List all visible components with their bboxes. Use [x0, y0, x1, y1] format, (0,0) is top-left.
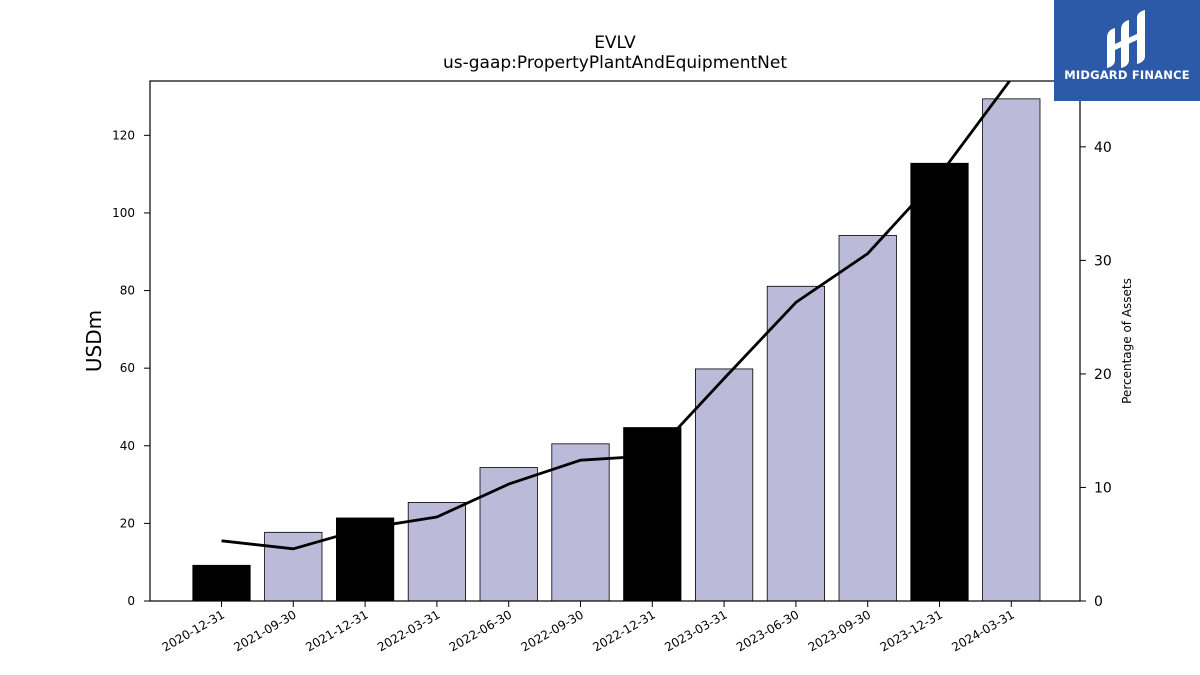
x-tick-label-2022-03-31: 2022-03-31 — [375, 607, 442, 654]
y2-tick-label-40: 40 — [1094, 140, 1112, 156]
bar-2022-06-30 — [479, 467, 538, 602]
bar-2023-09-30 — [838, 235, 897, 602]
x-tick-label-2021-12-31: 2021-12-31 — [303, 607, 370, 654]
x-tick-label-2022-06-30: 2022-06-30 — [447, 607, 514, 654]
y-axis-right: 0 10 20 30 40 — [1080, 140, 1112, 610]
bar-2023-12-31 — [910, 162, 969, 602]
bar-2020-12-31 — [192, 564, 251, 602]
plot-frame — [149, 80, 1081, 602]
y-tick-label-20: 20 — [120, 516, 135, 530]
x-axis: 2020-12-31 2021-09-30 2021-12-31 2022-03-31… — [160, 601, 1017, 654]
y2-axis-label: Percentage of Assets — [1120, 278, 1134, 404]
line-series-percentage — [221, 81, 1012, 551]
x-tick-label-2023-09-30: 2023-09-30 — [806, 607, 873, 654]
y-tick-label-60: 60 — [120, 361, 135, 375]
y2-tick-label-20: 20 — [1094, 367, 1112, 383]
x-tick-label-2022-12-31: 2022-12-31 — [590, 607, 657, 654]
bars-group — [192, 98, 1041, 602]
x-tick-label-2022-09-30: 2022-09-30 — [519, 607, 586, 654]
x-tick-label-2023-03-31: 2023-03-31 — [662, 607, 729, 654]
y2-tick-label-30: 30 — [1094, 253, 1112, 269]
line-group — [221, 81, 1012, 551]
y-tick-label-100: 100 — [112, 206, 135, 220]
y-tick-label-80: 80 — [120, 284, 135, 298]
midgard-finance-logo: MIDGARD FINANCE — [1054, 0, 1200, 101]
x-tick-label-2021-09-30: 2021-09-30 — [231, 607, 298, 654]
bar-2021-12-31 — [335, 517, 395, 602]
bar-2023-03-31 — [695, 368, 754, 602]
y2-tick-label-0: 0 — [1094, 594, 1103, 610]
midgard-logo-icon — [1107, 10, 1145, 68]
y-axis-label: USDm — [82, 310, 106, 372]
bar-2022-09-30 — [551, 443, 610, 602]
x-tick-label-2023-06-30: 2023-06-30 — [734, 607, 801, 654]
y-axis-left: 0 20 40 60 80 100 120 — [112, 128, 150, 608]
logo-text: MIDGARD FINANCE — [1064, 68, 1190, 82]
x-tick-label-2023-12-31: 2023-12-31 — [878, 607, 945, 654]
bar-2023-06-30 — [766, 285, 826, 602]
x-tick-label-2024-03-31: 2024-03-31 — [949, 607, 1016, 654]
chart-title: EVLV — [594, 33, 636, 53]
chart-subtitle: us-gaap:PropertyPlantAndEquipmentNet — [443, 53, 787, 73]
y2-tick-label-10: 10 — [1094, 480, 1112, 496]
x-tick-label-2020-12-31: 2020-12-31 — [160, 607, 227, 654]
y-tick-label-40: 40 — [120, 439, 135, 453]
y-tick-label-120: 120 — [112, 128, 135, 142]
bar-2024-03-31 — [982, 98, 1041, 602]
y-tick-label-0: 0 — [127, 594, 135, 608]
bar-2022-12-31 — [623, 427, 682, 602]
